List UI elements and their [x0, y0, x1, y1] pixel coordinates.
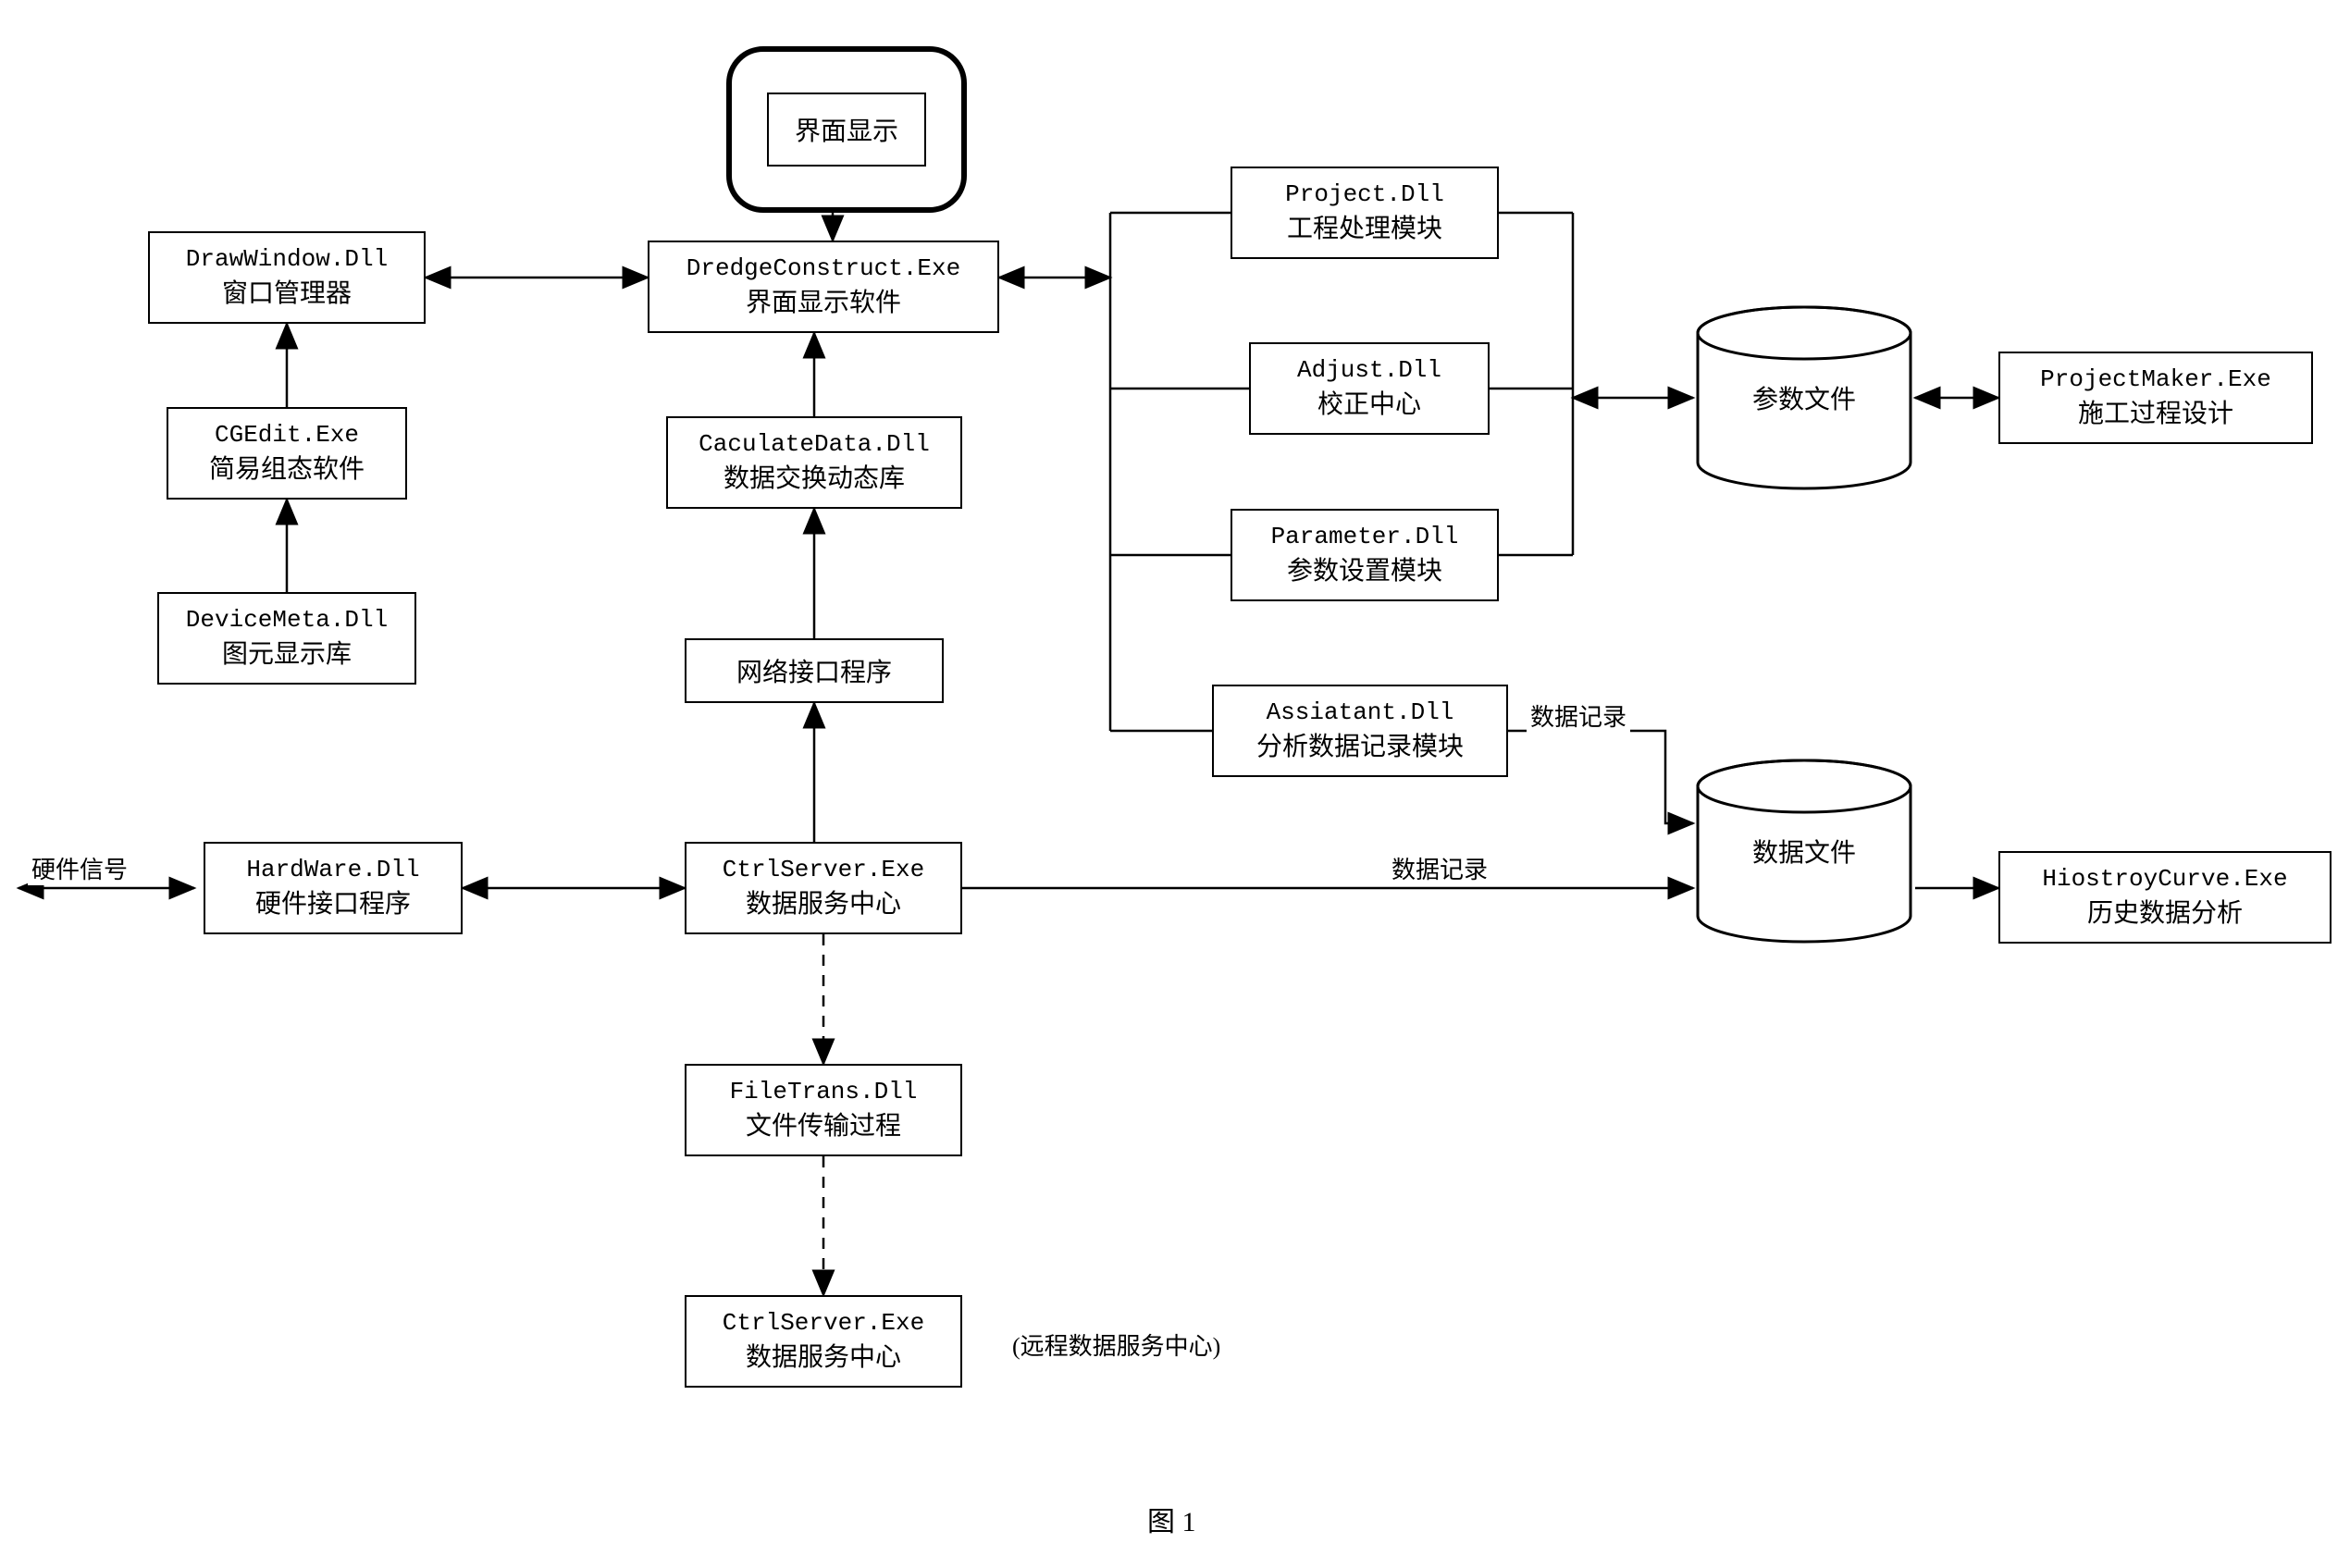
cylinder-param-file: 参数文件: [1693, 305, 1915, 490]
code-label: HardWare.Dll: [246, 856, 419, 883]
label-hw-signal: 硬件信号: [28, 851, 131, 885]
node-assistant: Assiatant.Dll 分析数据记录模块: [1212, 685, 1508, 777]
cn-label: 施工过程设计: [2078, 393, 2233, 430]
cylinder-data-file: 数据文件: [1693, 759, 1915, 944]
cn-label: 图元显示库: [222, 634, 352, 671]
cn-label: 工程处理模块: [1287, 208, 1442, 245]
cn-label: 简易组态软件: [209, 449, 365, 486]
node-screen: 界面显示: [726, 46, 967, 213]
label-data-record-2: 数据记录: [1388, 851, 1491, 885]
node-filetrans: FileTrans.Dll 文件传输过程: [685, 1064, 962, 1156]
cn-label: 历史数据分析: [2087, 893, 2243, 930]
code-label: DeviceMeta.Dll: [186, 606, 388, 634]
cn-label: 数据服务中心: [746, 1337, 901, 1374]
code-label: HiostroyCurve.Exe: [2042, 865, 2287, 893]
cn-label: 文件传输过程: [746, 1105, 901, 1142]
code-label: Adjust.Dll: [1297, 356, 1441, 384]
code-label: Project.Dll: [1285, 180, 1444, 208]
cn-label: 窗口管理器: [222, 273, 352, 310]
code-label: Parameter.Dll: [1271, 523, 1459, 550]
node-caculate: CaculateData.Dll 数据交换动态库: [666, 416, 962, 509]
screen-label: 界面显示: [767, 93, 926, 167]
node-historycurve: HiostroyCurve.Exe 历史数据分析: [1998, 851, 2331, 944]
code-label: CGEdit.Exe: [215, 421, 359, 449]
node-netif: 网络接口程序: [685, 638, 944, 703]
cn-label: 数据交换动态库: [724, 458, 905, 495]
node-dredge: DredgeConstruct.Exe 界面显示软件: [648, 241, 999, 333]
node-ctrlserver2: CtrlServer.Exe 数据服务中心: [685, 1295, 962, 1388]
code-label: ProjectMaker.Exe: [2040, 365, 2271, 393]
node-hardware: HardWare.Dll 硬件接口程序: [204, 842, 463, 934]
cn-label: 数据服务中心: [746, 883, 901, 920]
cyl-label: 数据文件: [1752, 833, 1856, 870]
label-remote-note: (远程数据服务中心): [1008, 1327, 1224, 1362]
cn-label: 校正中心: [1317, 384, 1421, 421]
code-label: CtrlServer.Exe: [723, 1309, 924, 1337]
node-adjust: Adjust.Dll 校正中心: [1249, 342, 1490, 435]
cn-label: 分析数据记录模块: [1256, 726, 1464, 763]
node-drawwindow: DrawWindow.Dll 窗口管理器: [148, 231, 426, 324]
code-label: FileTrans.Dll: [730, 1078, 918, 1105]
node-projectmaker: ProjectMaker.Exe 施工过程设计: [1998, 352, 2313, 444]
code-label: DrawWindow.Dll: [186, 245, 388, 273]
node-cgedit: CGEdit.Exe 简易组态软件: [167, 407, 407, 500]
figure-caption: 图 1: [1147, 1499, 1196, 1539]
cyl-label: 参数文件: [1752, 379, 1856, 416]
code-label: Assiatant.Dll: [1267, 698, 1454, 726]
label-data-record-1: 数据记录: [1527, 698, 1630, 733]
code-label: DredgeConstruct.Exe: [686, 254, 960, 282]
node-project: Project.Dll 工程处理模块: [1231, 167, 1499, 259]
node-parameter: Parameter.Dll 参数设置模块: [1231, 509, 1499, 601]
cn-label: 参数设置模块: [1287, 550, 1442, 587]
cn-label: 硬件接口程序: [255, 883, 411, 920]
node-devicemeta: DeviceMeta.Dll 图元显示库: [157, 592, 416, 685]
code-label: CtrlServer.Exe: [723, 856, 924, 883]
cn-label: 网络接口程序: [736, 652, 892, 689]
node-ctrlserver: CtrlServer.Exe 数据服务中心: [685, 842, 962, 934]
code-label: CaculateData.Dll: [699, 430, 930, 458]
cn-label: 界面显示软件: [746, 282, 901, 319]
